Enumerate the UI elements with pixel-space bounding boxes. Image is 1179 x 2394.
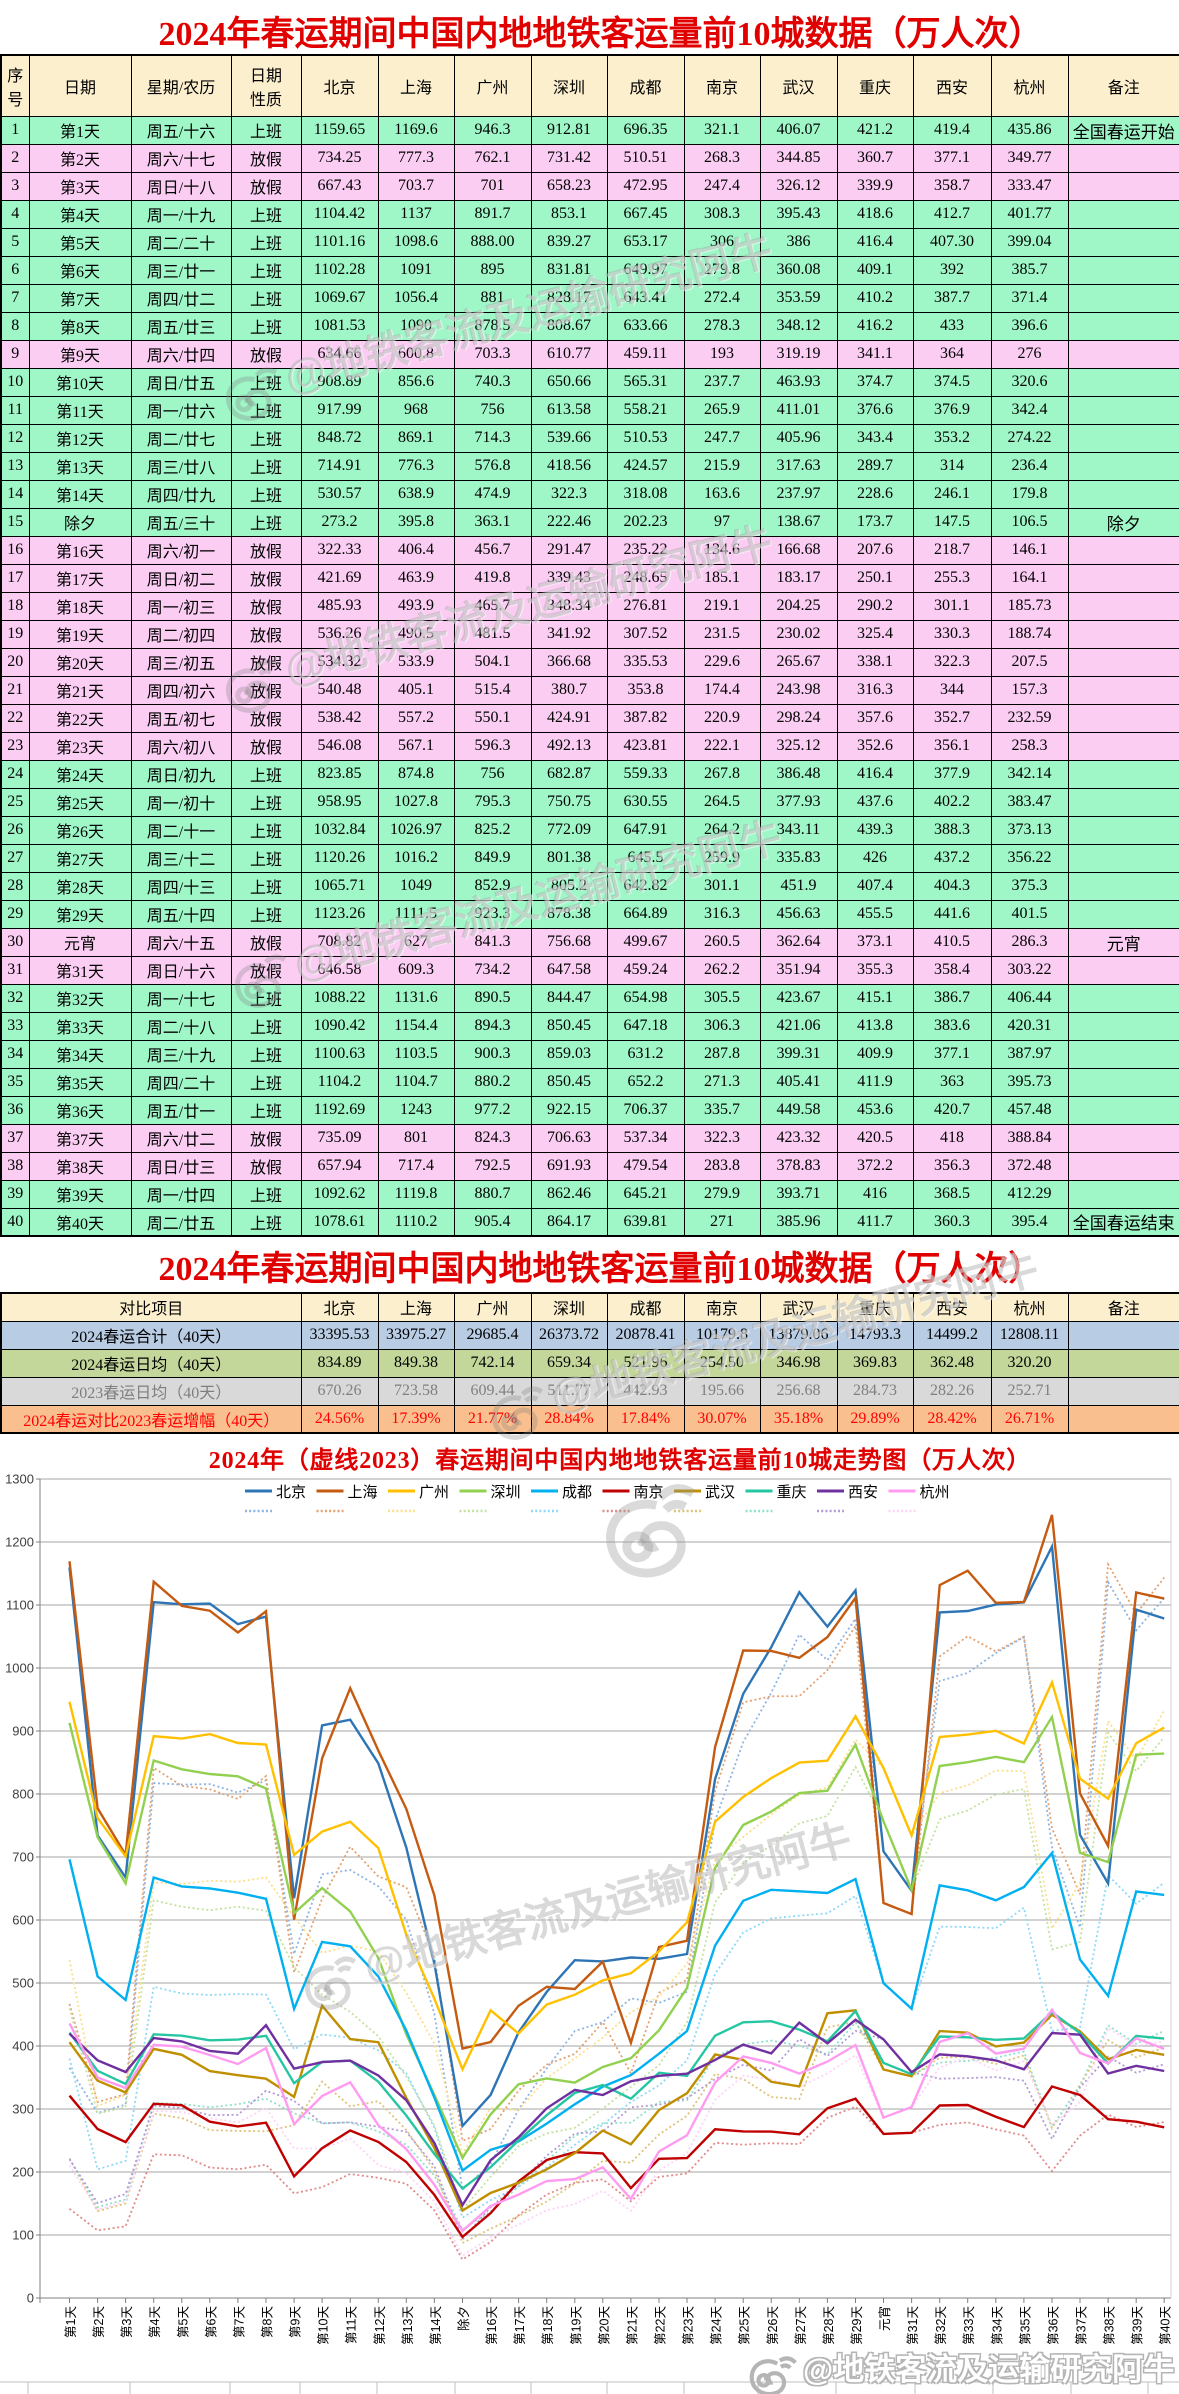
svg-text:第17天: 第17天 — [513, 2306, 527, 2345]
svg-text:第4天: 第4天 — [148, 2306, 162, 2338]
svg-text:广州: 广州 — [419, 1484, 449, 1501]
svg-text:第40天: 第40天 — [1159, 2306, 1173, 2345]
svg-text:0: 0 — [27, 2291, 34, 2306]
svg-text:第24天: 第24天 — [710, 2306, 724, 2345]
svg-text:第27天: 第27天 — [794, 2306, 808, 2345]
svg-text:第3天: 第3天 — [120, 2306, 134, 2338]
svg-text:西安: 西安 — [848, 1484, 878, 1501]
svg-text:第36天: 第36天 — [1047, 2306, 1061, 2345]
svg-text:第25天: 第25天 — [738, 2306, 752, 2345]
svg-text:第13天: 第13天 — [401, 2306, 415, 2345]
svg-text:第9天: 第9天 — [289, 2306, 303, 2338]
svg-text:1200: 1200 — [5, 1535, 34, 1550]
svg-text:第21天: 第21天 — [625, 2306, 639, 2345]
svg-text:第37天: 第37天 — [1075, 2306, 1089, 2345]
svg-text:第34天: 第34天 — [990, 2306, 1004, 2345]
svg-text:第20天: 第20天 — [597, 2306, 611, 2345]
svg-text:成都: 成都 — [562, 1484, 592, 1501]
svg-text:第12天: 第12天 — [373, 2306, 387, 2345]
svg-text:第18天: 第18天 — [541, 2306, 555, 2345]
svg-text:第8天: 第8天 — [261, 2306, 275, 2338]
svg-text:第5天: 第5天 — [176, 2306, 190, 2338]
svg-text:第39天: 第39天 — [1131, 2306, 1145, 2345]
svg-text:1300: 1300 — [5, 1472, 34, 1487]
svg-text:300: 300 — [12, 2102, 34, 2117]
svg-text:第6天: 第6天 — [204, 2306, 218, 2338]
svg-text:北京: 北京 — [276, 1484, 306, 1501]
svg-text:第35天: 第35天 — [1018, 2306, 1032, 2345]
svg-text:第11天: 第11天 — [345, 2306, 359, 2344]
svg-text:700: 700 — [12, 1850, 34, 1865]
svg-text:杭州: 杭州 — [920, 1484, 950, 1501]
svg-text:除夕: 除夕 — [456, 2306, 471, 2331]
svg-text:1100: 1100 — [6, 1598, 34, 1613]
svg-text:第29天: 第29天 — [850, 2306, 864, 2345]
svg-text:第28天: 第28天 — [822, 2306, 836, 2345]
svg-text:400: 400 — [12, 2039, 34, 2054]
svg-text:第1天: 第1天 — [64, 2306, 78, 2338]
svg-text:第16天: 第16天 — [485, 2306, 499, 2345]
svg-text:武汉: 武汉 — [705, 1484, 735, 1501]
svg-text:800: 800 — [12, 1787, 34, 1802]
svg-text:900: 900 — [12, 1724, 34, 1739]
svg-text:元宵: 元宵 — [877, 2306, 892, 2331]
svg-text:第38天: 第38天 — [1103, 2306, 1117, 2345]
svg-text:上海: 上海 — [348, 1484, 378, 1501]
svg-text:第14天: 第14天 — [429, 2306, 443, 2345]
svg-text:第7天: 第7天 — [232, 2306, 246, 2338]
svg-text:第10天: 第10天 — [317, 2306, 331, 2345]
svg-text:200: 200 — [12, 2165, 34, 2180]
svg-text:第22天: 第22天 — [654, 2306, 668, 2345]
svg-text:第31天: 第31天 — [906, 2306, 920, 2345]
svg-text:重庆: 重庆 — [777, 1484, 807, 1501]
svg-text:第32天: 第32天 — [934, 2306, 948, 2345]
svg-text:1000: 1000 — [5, 1661, 34, 1676]
svg-text:南京: 南京 — [634, 1484, 664, 1501]
svg-text:第33天: 第33天 — [962, 2306, 976, 2345]
svg-text:100: 100 — [12, 2228, 34, 2243]
svg-text:第19天: 第19天 — [569, 2306, 583, 2345]
svg-text:第26天: 第26天 — [766, 2306, 780, 2345]
svg-text:2024年（虚线2023）春运期间中国内地地铁客运量前10城: 2024年（虚线2023）春运期间中国内地地铁客运量前10城走势图（万人次） — [209, 1446, 1031, 1474]
svg-text:深圳: 深圳 — [491, 1484, 521, 1501]
svg-text:600: 600 — [12, 1913, 34, 1928]
svg-text:第23天: 第23天 — [682, 2306, 696, 2345]
svg-text:第2天: 第2天 — [92, 2306, 106, 2338]
svg-text:500: 500 — [12, 1976, 34, 1991]
